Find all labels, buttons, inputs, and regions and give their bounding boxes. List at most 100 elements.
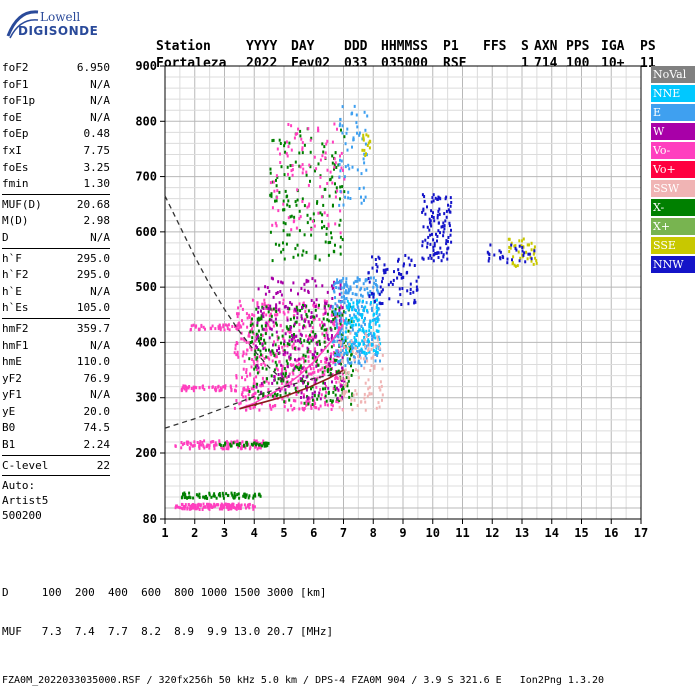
echo-point xyxy=(311,403,314,406)
echo-point xyxy=(263,298,266,302)
echo-point xyxy=(355,332,358,336)
echo-point xyxy=(509,246,512,250)
echo-point xyxy=(300,314,303,318)
echo-point xyxy=(295,393,298,396)
echo-point xyxy=(361,329,364,333)
echo-point xyxy=(367,343,370,347)
echo-point xyxy=(283,312,286,316)
echo-point xyxy=(265,441,268,445)
echo-point xyxy=(252,324,255,328)
echo-point xyxy=(291,346,294,350)
echo-point xyxy=(366,291,369,295)
echo-point xyxy=(271,139,274,143)
echo-point xyxy=(183,387,186,391)
echo-point xyxy=(263,340,266,344)
header-label: AXN xyxy=(534,39,558,54)
echo-point xyxy=(256,346,259,350)
echo-point xyxy=(316,343,319,347)
echo-point xyxy=(260,382,263,386)
echo-point xyxy=(222,325,225,329)
echo-point xyxy=(335,358,338,362)
x-tick-label: 11 xyxy=(455,526,469,540)
header-label: FFS xyxy=(483,39,507,54)
echo-point xyxy=(370,301,372,304)
echo-point xyxy=(296,366,299,370)
echo-point xyxy=(372,285,375,289)
echo-point xyxy=(299,377,302,381)
echo-point xyxy=(286,408,289,412)
echo-point xyxy=(329,357,332,361)
echo-point xyxy=(287,199,290,203)
echo-point xyxy=(325,331,328,335)
echo-point xyxy=(219,494,222,498)
param-separator xyxy=(2,247,110,249)
echo-point xyxy=(244,378,247,382)
echo-point xyxy=(207,505,210,509)
echo-point xyxy=(301,366,304,370)
param-name: fxI xyxy=(2,143,22,157)
echo-point xyxy=(189,504,192,508)
echo-point xyxy=(371,343,374,347)
echo-point xyxy=(362,282,365,286)
echo-point xyxy=(284,350,287,354)
echo-point xyxy=(228,328,231,332)
echo-point xyxy=(341,131,344,135)
echo-point xyxy=(329,372,332,375)
echo-point xyxy=(305,334,308,338)
echo-point xyxy=(307,382,309,386)
echo-point xyxy=(353,308,356,312)
echo-point xyxy=(435,232,437,236)
echo-point xyxy=(375,406,378,410)
echo-point xyxy=(248,390,251,393)
echo-point xyxy=(315,385,318,389)
echo-point xyxy=(340,376,343,380)
echo-point xyxy=(302,167,305,171)
echo-point xyxy=(383,269,386,273)
echo-point xyxy=(236,324,239,328)
echo-point xyxy=(350,317,353,321)
echo-point xyxy=(324,394,327,398)
echo-point xyxy=(289,363,292,367)
echo-point xyxy=(307,320,310,324)
echo-point xyxy=(284,391,287,395)
echo-point xyxy=(274,352,277,356)
param-row: foF1p N/A xyxy=(2,93,110,110)
echo-point xyxy=(321,154,324,158)
echo-point xyxy=(367,141,370,145)
echo-point xyxy=(314,332,317,336)
echo-point xyxy=(409,282,412,286)
echo-point xyxy=(313,394,316,397)
echo-point xyxy=(271,333,274,337)
echo-point xyxy=(356,311,359,315)
echo-point xyxy=(369,331,372,335)
echo-point xyxy=(260,333,263,337)
echo-point xyxy=(354,323,357,327)
echo-point xyxy=(197,494,200,498)
echo-point xyxy=(319,323,322,327)
echo-point xyxy=(211,506,214,509)
echo-point xyxy=(313,370,316,374)
echo-point xyxy=(321,220,323,224)
echo-point xyxy=(251,443,254,447)
echo-point xyxy=(521,253,524,257)
echo-point xyxy=(324,240,327,244)
echo-point xyxy=(357,343,360,347)
echo-point xyxy=(268,318,271,322)
x-tick-label: 2 xyxy=(191,526,198,540)
echo-point xyxy=(183,491,186,495)
echo-point xyxy=(271,223,274,227)
echo-point xyxy=(213,444,216,448)
echo-point xyxy=(273,396,275,400)
echo-point xyxy=(442,230,445,234)
echo-point xyxy=(409,288,412,291)
echo-point xyxy=(331,404,334,408)
echo-point xyxy=(301,305,303,309)
echo-point xyxy=(320,195,323,199)
echo-point xyxy=(235,341,238,344)
echo-point xyxy=(336,349,339,353)
echo-point xyxy=(218,323,221,327)
echo-point xyxy=(246,325,249,329)
echo-point xyxy=(329,360,332,363)
echo-point xyxy=(318,258,321,262)
echo-point xyxy=(360,324,363,328)
